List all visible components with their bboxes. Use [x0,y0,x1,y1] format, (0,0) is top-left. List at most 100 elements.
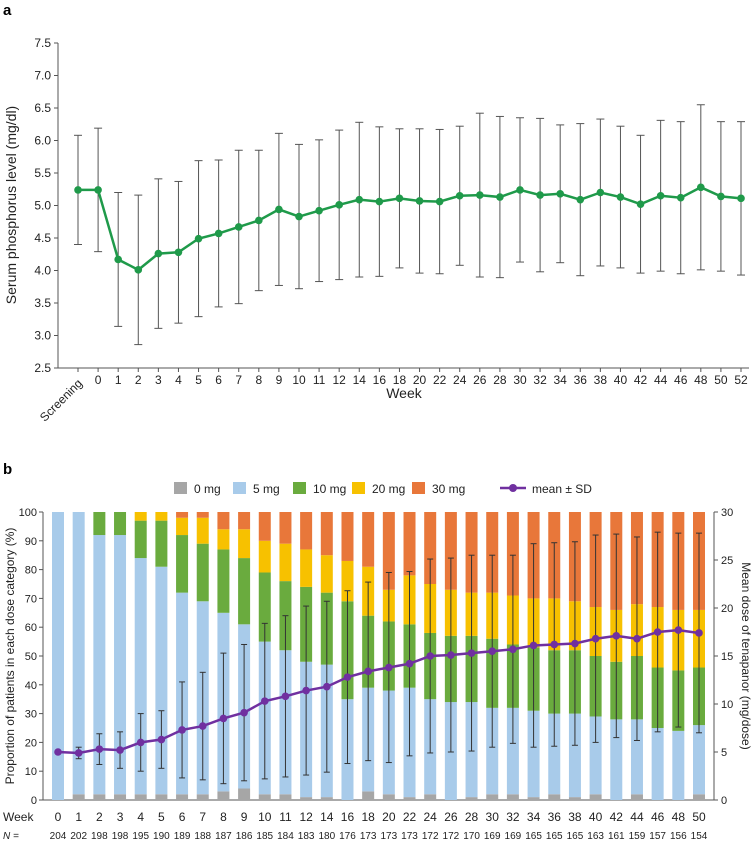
x-tick-label: 40 [589,810,603,824]
bar-segment-0-mg [93,794,106,800]
mean-dose-point [591,634,600,643]
n-value: 172 [443,831,460,842]
x-tick-label: 16 [373,373,387,387]
mean-dose-point [260,697,269,705]
n-value: 173 [360,831,377,842]
mean-dose-point [633,634,641,643]
bar-segment-0-mg [176,794,189,800]
x-tick-label: 32 [506,810,520,824]
y2-tick-label: 0 [721,795,727,807]
bar-segment-5-mg [72,512,85,795]
bar-segment-5-mg [548,713,561,795]
x-tick-label: 30 [486,810,500,824]
mean-dose-point [240,708,248,717]
x-tick-label: 42 [610,810,624,824]
y-tick-label: 7.0 [34,69,51,83]
n-value: 169 [505,831,522,842]
mean-dose-point [385,663,393,672]
x-tick-label: 7 [199,810,206,824]
bar-segment-0-mg [693,794,705,800]
series-line [78,185,742,272]
y-tick-label: 100 [19,507,37,519]
bar-segment-30-mg [465,512,478,593]
data-point [134,266,143,274]
data-point [496,193,504,201]
x-tick-label: 16 [341,810,355,824]
x-tick-label: 1 [75,810,82,824]
n-value: 165 [525,831,542,842]
n-value: 157 [649,831,666,842]
bar-segment-20-mg [258,540,271,573]
bar-segment-5-mg [506,707,519,795]
y-tick-label: 6.5 [34,101,51,115]
chart-b: 0 mg 5 mg 10 mg 20 mg 30 mg mean ± SD01020304… [3,482,753,842]
n-value: 183 [298,831,315,842]
bar-segment-5-mg [630,719,643,795]
mean-dose-point [467,649,476,657]
bar-segment-30-mg [196,512,209,518]
n-value: 169 [484,831,501,842]
data-point [596,188,605,197]
bar-segment-10-mg [196,543,209,602]
mean-dose-point [509,645,517,654]
bar-segment-0-mg [568,797,581,800]
bar-segment-20-mg [320,555,333,593]
mean-dose-point [612,632,621,640]
data-point [636,200,645,208]
data-point [415,197,424,205]
bar-segment-10-mg [155,520,168,567]
bar-segment-5-mg [134,558,147,795]
n-value: 188 [194,831,211,842]
mean-dose-point [219,714,228,723]
x-tick-label: 48 [672,810,686,824]
bar-segment-5-mg [568,713,581,798]
x-tick-label: 14 [353,373,367,387]
n-value: 165 [546,831,563,842]
bar-segment-20-mg [238,529,251,559]
bar-segment-0-mg [382,794,395,800]
data-point [576,195,585,204]
y-tick-label: 40 [25,680,37,692]
y2-tick-label: 15 [721,651,733,663]
data-point [656,191,665,200]
data-point [737,194,745,203]
mean-dose-point [529,641,538,650]
bar-segment-0-mg [548,794,561,800]
data-point [697,183,705,192]
n-value: 198 [91,831,108,842]
data-point [255,216,263,225]
legend-swatch-20-mg [352,482,365,494]
n-value: 156 [670,831,687,842]
bar-segment-20-mg [155,512,168,521]
x-tick-label: 0 [55,810,62,824]
legend-label: 10 mg [313,482,346,496]
n-value: 159 [629,831,646,842]
x-tick-label: 20 [382,810,396,824]
x-tick-label: 7 [235,373,242,387]
n-row-label: N = [3,831,19,842]
bar-segment-10-mg [114,512,127,536]
mean-dose-point [488,647,497,655]
y-tick-label: 70 [25,593,37,605]
mean-dose-point [364,667,372,676]
bar-segment-0-mg [424,794,437,800]
bar-segment-10-mg [93,512,106,536]
n-value: 163 [587,831,604,842]
bar-segment-10-mg [217,549,230,613]
mean-dose-point [653,628,662,636]
x-tick-label: 40 [614,373,628,387]
bar-segment-5-mg [693,725,705,795]
legend-label-mean: mean ± SD [532,482,592,496]
n-value: 154 [691,831,708,842]
x-tick-label: 22 [433,373,447,387]
x-tick-label: 12 [299,810,313,824]
bar-segment-0-mg [217,791,230,800]
data-point [476,191,484,199]
mean-dose-point [198,722,207,730]
mean-dose-point [674,626,683,634]
panel-b-label: b [3,461,12,478]
bar-segment-10-mg [134,520,147,559]
bar-segment-0-mg [72,794,85,800]
y2-tick-label: 5 [721,747,727,759]
x-tick-label: 42 [634,373,648,387]
